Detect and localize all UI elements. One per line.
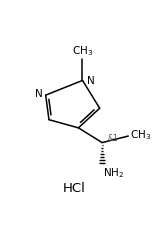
Text: CH$_3$: CH$_3$: [130, 128, 151, 142]
Text: CH$_3$: CH$_3$: [72, 45, 93, 58]
Text: N: N: [87, 76, 94, 86]
Text: NH$_2$: NH$_2$: [103, 166, 124, 180]
Text: HCl: HCl: [63, 182, 86, 195]
Text: &1: &1: [107, 134, 118, 143]
Text: N: N: [35, 88, 42, 99]
